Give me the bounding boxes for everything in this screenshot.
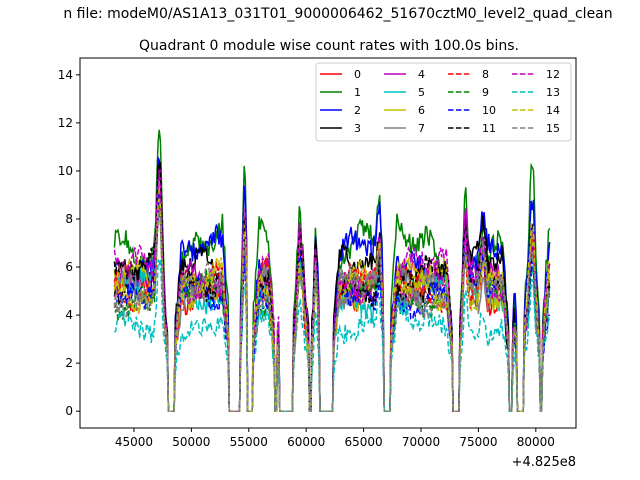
legend-label-9: 9 bbox=[482, 86, 489, 99]
y-tick-label: 10 bbox=[58, 164, 73, 178]
y-tick-label: 12 bbox=[58, 116, 73, 130]
x-tick-label: 50000 bbox=[172, 435, 210, 449]
legend-label-12: 12 bbox=[546, 68, 560, 81]
x-axis: 45000 50000 55000 60000 65000 70000 75000 80000 bbox=[115, 428, 555, 449]
legend-label-11: 11 bbox=[482, 122, 496, 135]
y-tick-label: 8 bbox=[65, 212, 73, 226]
y-tick-label: 0 bbox=[65, 404, 73, 418]
figure-suptitle: n file: modeM0/AS1A13_031T01_9000006462_… bbox=[63, 6, 613, 22]
x-tick-label: 55000 bbox=[230, 435, 268, 449]
x-axis-offset-label: +4.825e8 bbox=[512, 455, 576, 470]
legend-label-8: 8 bbox=[482, 68, 489, 81]
x-tick-label: 75000 bbox=[459, 435, 497, 449]
plot-frame bbox=[79, 57, 577, 429]
y-tick-label: 4 bbox=[65, 308, 73, 322]
legend-box bbox=[315, 62, 572, 142]
x-tick-label: 80000 bbox=[517, 435, 555, 449]
x-tick-label: 65000 bbox=[344, 435, 382, 449]
y-axis: 0 2 4 6 8 10 12 14 bbox=[58, 68, 80, 418]
series-layer bbox=[113, 129, 551, 412]
legend-label-3: 3 bbox=[354, 122, 361, 135]
chart-title: Quadrant 0 module wise count rates with … bbox=[139, 38, 519, 54]
legend-label-4: 4 bbox=[418, 68, 425, 81]
legend-label-2: 2 bbox=[354, 104, 361, 117]
x-tick-label: 60000 bbox=[287, 435, 325, 449]
x-tick-label: 45000 bbox=[115, 435, 153, 449]
x-tick-label: 70000 bbox=[402, 435, 440, 449]
legend-label-0: 0 bbox=[354, 68, 361, 81]
series-line-15 bbox=[113, 209, 551, 412]
legend-label-6: 6 bbox=[418, 104, 425, 117]
legend-label-7: 7 bbox=[418, 122, 425, 135]
legend-label-15: 15 bbox=[546, 122, 560, 135]
legend-label-5: 5 bbox=[418, 86, 425, 99]
y-tick-label: 2 bbox=[65, 356, 73, 370]
legend-label-13: 13 bbox=[546, 86, 560, 99]
y-tick-label: 6 bbox=[65, 260, 73, 274]
legend-label-10: 10 bbox=[482, 104, 496, 117]
legend-label-1: 1 bbox=[354, 86, 361, 99]
legend-label-14: 14 bbox=[546, 104, 560, 117]
y-tick-label: 14 bbox=[58, 68, 73, 82]
